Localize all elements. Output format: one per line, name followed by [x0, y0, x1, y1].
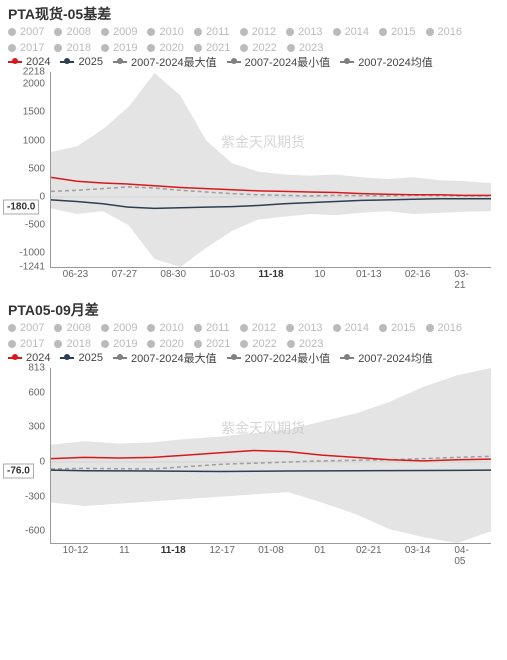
- legend-year-2009: 2009: [101, 322, 137, 334]
- chart-2-legend-active: 202420252007-2024最大值2007-2024最小值2007-202…: [0, 350, 507, 366]
- legend-year-2019: 2019: [101, 42, 137, 54]
- legend-year-2018: 2018: [54, 338, 90, 350]
- legend-2007-2024最小值: 2007-2024最小值: [227, 54, 331, 70]
- chart-2-x-axis: 10-121111-1812-1701-080102-2103-1404-05: [51, 545, 491, 561]
- legend-year-2022: 2022: [240, 338, 276, 350]
- legend-year-2007: 2007: [8, 26, 44, 38]
- legend-year-2014: 2014: [333, 26, 369, 38]
- chart-1: PTA现货-05基差 20072008200920102011201220132…: [0, 0, 507, 296]
- chart-1-title: PTA现货-05基差: [0, 0, 507, 26]
- legend-year-2012: 2012: [240, 26, 276, 38]
- legend-2007-2024均值: 2007-2024均值: [340, 350, 433, 366]
- legend-year-2023: 2023: [287, 338, 323, 350]
- legend-year-2023: 2023: [287, 42, 323, 54]
- chart-2-plot: 8136003000-300-600 10-121111-1812-1701-0…: [50, 368, 491, 544]
- chart-2-y-highlight: -76.0: [3, 463, 34, 478]
- legend-year-2008: 2008: [54, 322, 90, 334]
- legend-year-2019: 2019: [101, 338, 137, 350]
- legend-year-2017: 2017: [8, 338, 44, 350]
- legend-2025: 2025: [60, 56, 102, 68]
- chart-2-legend-greyed: 2007 2008 2009 2010 2011 2012 2013 2014 2015 2016…: [0, 322, 507, 350]
- legend-2007-2024最大值: 2007-2024最大值: [113, 350, 217, 366]
- chart-1-y-axis: 22182000150010005000-500-1000-1241: [5, 72, 49, 267]
- chart-1-legend-active: 202420252007-2024最大值2007-2024最小值2007-202…: [0, 54, 507, 70]
- legend-2007-2024均值: 2007-2024均值: [340, 54, 433, 70]
- legend-2025: 2025: [60, 352, 102, 364]
- chart-1-plot: 22182000150010005000-500-1000-1241 06-23…: [50, 72, 491, 268]
- legend-year-2015: 2015: [379, 26, 415, 38]
- legend-year-2012: 2012: [240, 322, 276, 334]
- legend-year-2020: 2020: [147, 42, 183, 54]
- chart-1-y-highlight: -180.0: [3, 200, 39, 215]
- chart-2-y-axis: 8136003000-300-600: [5, 368, 49, 543]
- legend-year-2007: 2007: [8, 322, 44, 334]
- legend-year-2016: 2016: [426, 26, 462, 38]
- legend-year-2008: 2008: [54, 26, 90, 38]
- legend-year-2022: 2022: [240, 42, 276, 54]
- chart-2: PTA05-09月差 20072008200920102011201220132…: [0, 296, 507, 570]
- legend-year-2015: 2015: [379, 322, 415, 334]
- legend-year-2011: 2011: [194, 26, 230, 38]
- legend-year-2010: 2010: [147, 26, 183, 38]
- legend-year-2016: 2016: [426, 322, 462, 334]
- legend-2007-2024最大值: 2007-2024最大值: [113, 54, 217, 70]
- legend-year-2013: 2013: [286, 26, 322, 38]
- chart-1-legend-greyed: 2007 2008 2009 2010 2011 2012 2013 2014 2015 2016…: [0, 26, 507, 54]
- legend-year-2010: 2010: [147, 322, 183, 334]
- legend-year-2011: 2011: [194, 322, 230, 334]
- chart-1-x-axis: 06-2307-2708-3010-0311-181001-1302-1603-…: [51, 269, 491, 285]
- legend-year-2009: 2009: [101, 26, 137, 38]
- chart-2-title: PTA05-09月差: [0, 296, 507, 322]
- legend-year-2018: 2018: [54, 42, 90, 54]
- legend-year-2021: 2021: [194, 338, 230, 350]
- legend-year-2014: 2014: [333, 322, 369, 334]
- legend-year-2021: 2021: [194, 42, 230, 54]
- legend-2007-2024最小值: 2007-2024最小值: [227, 350, 331, 366]
- legend-year-2013: 2013: [286, 322, 322, 334]
- legend-year-2017: 2017: [8, 42, 44, 54]
- legend-year-2020: 2020: [147, 338, 183, 350]
